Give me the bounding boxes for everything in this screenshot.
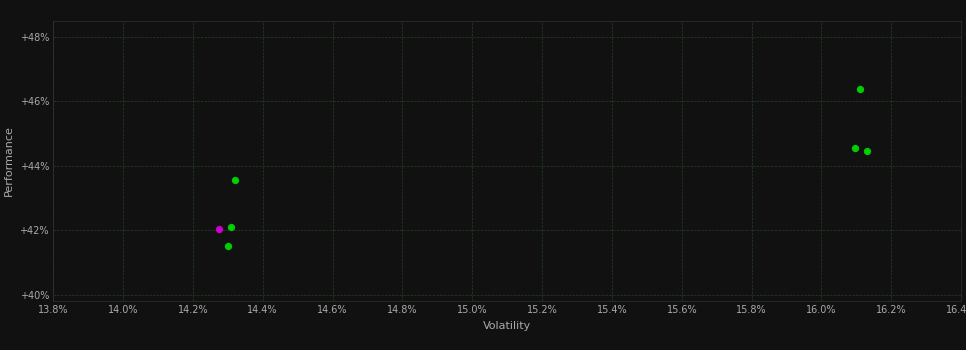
Point [212,226,227,231]
X-axis label: Volatility: Volatility [483,321,531,331]
Point [220,244,236,249]
Point [852,86,867,92]
Point [227,177,242,183]
Point [847,145,863,151]
Point [859,148,874,154]
Point [223,224,239,230]
Y-axis label: Performance: Performance [4,126,14,196]
